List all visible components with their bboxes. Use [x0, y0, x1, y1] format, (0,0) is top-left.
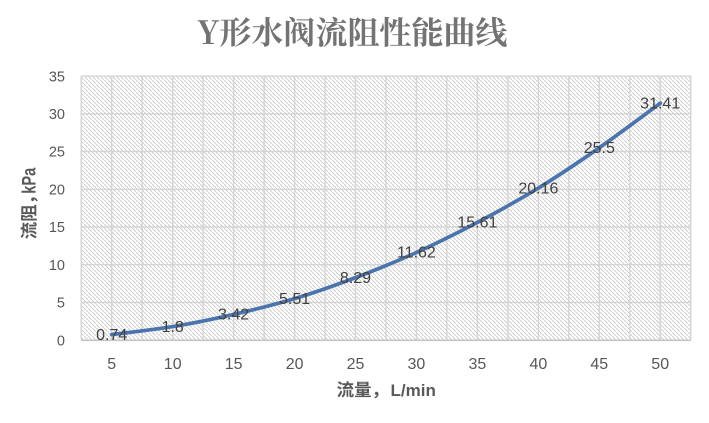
svg-text:kPa: kPa [19, 167, 40, 193]
svg-text:31.41: 31.41 [640, 95, 680, 112]
svg-text:8.29: 8.29 [340, 270, 371, 287]
svg-text:20.16: 20.16 [518, 180, 558, 197]
svg-text:40: 40 [530, 356, 548, 373]
svg-text:15.61: 15.61 [457, 215, 497, 232]
svg-text:45: 45 [590, 356, 608, 373]
svg-text:35: 35 [469, 356, 487, 373]
svg-text:20: 20 [286, 356, 304, 373]
svg-text:15: 15 [225, 356, 243, 373]
svg-text:50: 50 [651, 356, 669, 373]
svg-text:10: 10 [164, 356, 182, 373]
svg-text:30: 30 [408, 356, 426, 373]
svg-text:25.5: 25.5 [584, 140, 615, 157]
svg-text:L/min: L/min [391, 381, 436, 400]
svg-text:5: 5 [57, 296, 65, 312]
svg-text:1.8: 1.8 [162, 319, 184, 336]
svg-text:35: 35 [49, 69, 65, 85]
svg-text:3.42: 3.42 [218, 307, 249, 324]
svg-text:0.74: 0.74 [96, 327, 127, 344]
svg-text:0: 0 [57, 333, 65, 349]
svg-text:11.62: 11.62 [397, 245, 436, 262]
svg-text:20: 20 [49, 183, 65, 199]
svg-text:15: 15 [49, 220, 65, 236]
svg-text:10: 10 [49, 258, 65, 274]
svg-text:25: 25 [49, 145, 65, 161]
svg-text:30: 30 [49, 107, 65, 123]
svg-text:5: 5 [107, 356, 116, 373]
svg-text:25: 25 [347, 356, 365, 373]
svg-text:5.51: 5.51 [279, 291, 310, 308]
